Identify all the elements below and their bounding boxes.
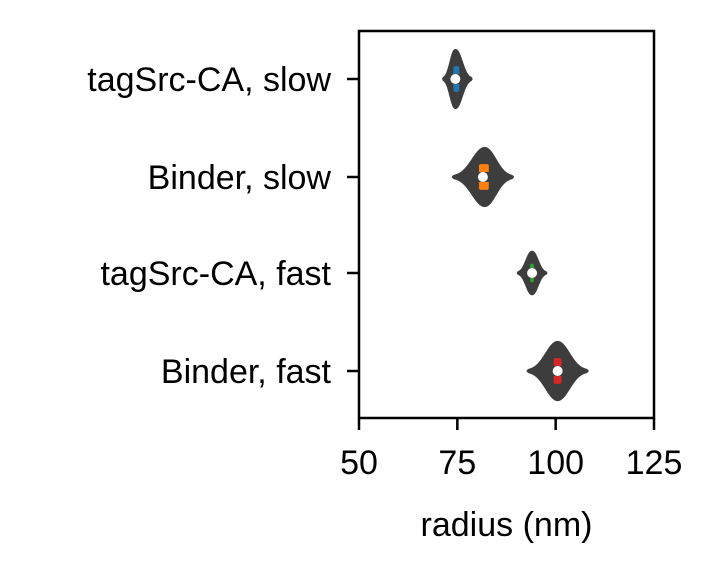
violin-median [477, 172, 488, 182]
y-tick-label: tagSrc-CA, slow [87, 61, 331, 99]
x-tick-label: 50 [340, 444, 378, 482]
x-tick-label: 75 [438, 444, 476, 482]
violin-4 [526, 340, 589, 402]
violin-median [527, 268, 538, 278]
y-axis: tagSrc-CA, slow Binder, slow tagSrc-CA, fa… [87, 61, 359, 391]
x-tick-label: 100 [527, 444, 584, 482]
violin-layer [442, 49, 589, 402]
plot-frame [357, 29, 656, 420]
violin-2 [451, 146, 514, 208]
violin-median [450, 74, 461, 84]
x-tick-label: 125 [626, 444, 683, 482]
violin-1 [442, 49, 473, 109]
y-tick-label: tagSrc-CA, fast [100, 255, 331, 293]
x-axis: 50 75 100 125 [340, 418, 682, 482]
violin-median [552, 366, 563, 376]
violin-3 [516, 250, 548, 296]
y-tick-label: Binder, fast [161, 353, 332, 391]
x-axis-label: radius (nm) [421, 506, 593, 544]
y-tick-label: Binder, slow [148, 159, 332, 197]
